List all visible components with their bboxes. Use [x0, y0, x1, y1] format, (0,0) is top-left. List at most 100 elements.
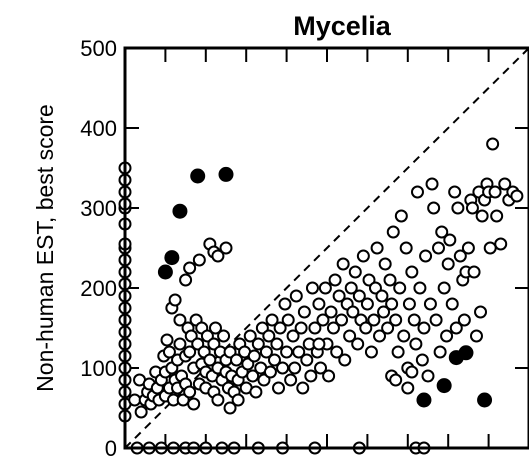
plot-frame: [123, 46, 529, 450]
open-point-149: [332, 289, 346, 303]
y-tick-label-200: 200: [80, 276, 117, 301]
open-point-39: [134, 405, 148, 419]
open-point-173: [381, 321, 395, 335]
open-point-247: [405, 365, 419, 379]
open-point-165: [364, 345, 378, 359]
open-point-119: [272, 381, 286, 395]
open-point-172: [378, 257, 392, 271]
open-point-86: [211, 393, 225, 407]
open-point-99: [231, 393, 245, 407]
diagonal-reference-line: [124, 47, 529, 449]
open-point-242: [219, 241, 233, 255]
open-point-133: [300, 353, 314, 367]
open-point-245: [389, 373, 403, 387]
open-point-200: [435, 225, 449, 239]
open-point-193: [421, 369, 435, 383]
open-point-129: [292, 345, 306, 359]
filled-point-9: [477, 392, 493, 408]
open-point-209: [453, 249, 467, 263]
open-point-227: [490, 209, 504, 223]
open-point-140: [314, 361, 328, 375]
open-point-97: [230, 353, 244, 367]
open-point-195: [425, 177, 439, 191]
open-point-201: [437, 281, 451, 295]
open-point-189: [413, 281, 427, 295]
open-point-205: [445, 297, 459, 311]
open-point-128: [289, 289, 303, 303]
open-point-80: [203, 353, 217, 367]
open-point-204: [443, 233, 457, 247]
open-point-169: [373, 329, 387, 343]
open-point-186: [407, 313, 421, 327]
open-point-141: [316, 313, 330, 327]
open-point-170: [375, 289, 389, 303]
open-point-202: [440, 329, 454, 343]
open-point-163: [360, 297, 374, 311]
filled-point-4: [218, 166, 234, 182]
open-point-118: [270, 337, 284, 351]
open-point-135: [304, 369, 318, 383]
open-point-226: [488, 185, 502, 199]
open-point-185: [405, 265, 419, 279]
open-point-194: [423, 297, 437, 311]
open-point-123: [280, 345, 294, 359]
open-point-236: [179, 273, 193, 287]
open-point-178: [391, 345, 405, 359]
open-point-237: [183, 261, 197, 275]
open-point-199: [433, 345, 447, 359]
y-tick-label-0: 0: [105, 436, 117, 456]
open-point-188: [410, 185, 424, 199]
open-point-60: [173, 337, 187, 351]
open-point-211: [457, 313, 471, 327]
open-point-182: [399, 241, 413, 255]
open-point-198: [432, 241, 446, 255]
open-point-197: [429, 313, 443, 327]
y-tick-label-300: 300: [80, 196, 117, 221]
open-point-192: [419, 249, 433, 263]
open-point-203: [441, 257, 455, 271]
filled-point-5: [416, 392, 432, 408]
open-point-158: [351, 337, 365, 351]
open-point-148: [330, 345, 344, 359]
open-point-131: [296, 381, 310, 395]
y-tick-label-400: 400: [80, 116, 117, 141]
open-point-207: [449, 321, 463, 335]
y-tick-labels: 0 100 200 300 400 500: [80, 36, 117, 456]
open-point-115: [263, 365, 277, 379]
open-point-206: [448, 185, 462, 199]
open-point-125: [284, 373, 298, 387]
open-point-67: [183, 385, 197, 399]
open-point-238: [192, 253, 206, 267]
open-point-168: [370, 241, 384, 255]
open-point-84: [208, 321, 222, 335]
open-point-147: [328, 273, 342, 287]
open-point-130: [294, 321, 308, 335]
open-point-122: [278, 297, 292, 311]
open-point-146: [326, 321, 340, 335]
open-point-113: [259, 345, 273, 359]
open-point-121: [276, 361, 290, 375]
open-point-124: [281, 313, 295, 327]
open-point-120: [273, 321, 287, 335]
open-point-184: [402, 297, 416, 311]
open-point-126: [286, 329, 300, 343]
open-point-116: [265, 313, 279, 327]
open-point-70: [187, 397, 201, 411]
y-tick-label-500: 500: [80, 36, 117, 61]
open-point-196: [427, 201, 441, 215]
open-point-187: [409, 337, 423, 351]
open-point-229: [498, 177, 512, 191]
filled-point-6: [436, 378, 452, 394]
y-tick-label-100: 100: [80, 356, 117, 381]
open-point-108: [249, 385, 263, 399]
open-point-208: [451, 201, 465, 215]
open-point-159: [352, 289, 366, 303]
filled-point-1: [164, 250, 180, 266]
open-point-180: [394, 209, 408, 223]
y-axis-label: Non-human EST, best score: [32, 104, 58, 392]
open-point-144: [322, 369, 336, 383]
open-point-136: [305, 281, 319, 295]
open-point-179: [393, 281, 407, 295]
open-point-220: [475, 209, 489, 223]
open-point-107: [247, 349, 261, 363]
